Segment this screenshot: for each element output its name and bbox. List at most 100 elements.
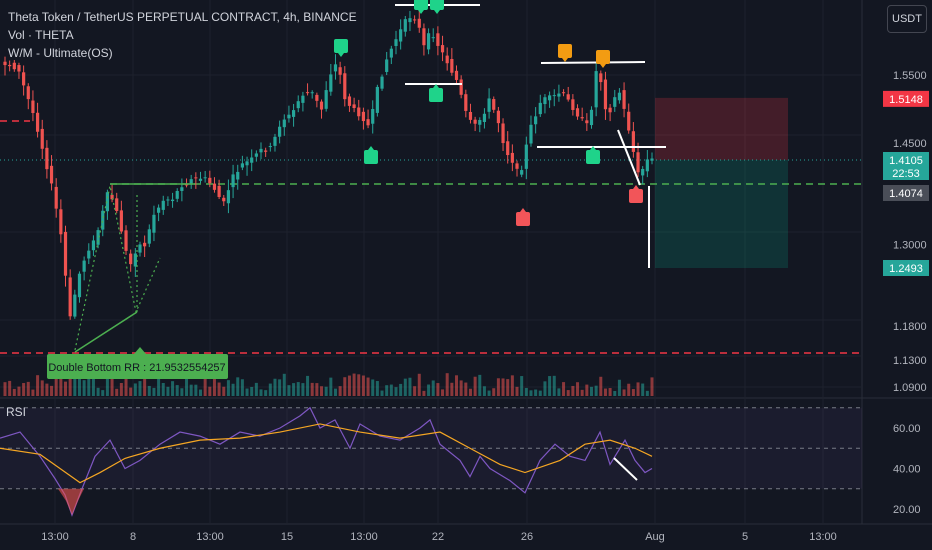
- volume-bar: [226, 380, 230, 396]
- volume-bar: [105, 374, 109, 396]
- volume-bar: [366, 377, 370, 396]
- time-tick-label: 13:00: [809, 531, 837, 543]
- chart-legend: Theta Token / TetherUS PERPETUAL CONTRAC…: [8, 8, 357, 62]
- candle-body: [436, 33, 440, 46]
- candle-body: [338, 67, 342, 75]
- volume-bar: [96, 387, 100, 396]
- candle-body: [645, 159, 649, 172]
- candle-body: [278, 126, 282, 137]
- volume-bar: [552, 375, 556, 396]
- volume-bar: [115, 388, 119, 396]
- volume-bar: [468, 388, 472, 396]
- position-target-zone: [655, 160, 788, 268]
- rsi-tick-label: 20.00: [893, 504, 921, 516]
- volume-bar: [543, 381, 547, 396]
- time-tick-label: 8: [130, 531, 136, 543]
- candle-body: [254, 153, 258, 157]
- volume-indicator-label[interactable]: Vol · THETA: [8, 28, 74, 42]
- candle-body: [175, 191, 179, 199]
- candle-body: [399, 29, 403, 42]
- candle-body: [180, 187, 184, 191]
- candle-body: [105, 192, 110, 212]
- candle-body: [492, 99, 496, 110]
- candle-body: [73, 294, 77, 317]
- volume-bar: [566, 390, 570, 396]
- volume-bar: [157, 373, 161, 396]
- volume-bar: [627, 383, 631, 396]
- volume-bar: [50, 385, 54, 396]
- candle-body: [385, 59, 389, 72]
- volume-bar: [222, 386, 226, 396]
- candle-body: [547, 95, 552, 101]
- volume-bar: [459, 380, 463, 396]
- candle-body: [194, 177, 198, 179]
- candle-body: [585, 120, 589, 124]
- volume-bar: [608, 388, 612, 396]
- volume-bar: [324, 386, 328, 396]
- volume-bar: [217, 382, 221, 396]
- candle-body: [445, 55, 449, 64]
- volume-bar: [268, 383, 272, 396]
- volume-bar: [501, 378, 505, 396]
- volume-bar: [594, 385, 598, 396]
- pivot-marker-green: [414, 0, 428, 10]
- candle-body: [301, 95, 305, 103]
- time-tick-label: Aug: [645, 531, 665, 543]
- volume-bar: [138, 381, 142, 396]
- currency-button[interactable]: USDT: [887, 5, 927, 33]
- candle-body: [268, 146, 272, 148]
- volume-bar: [589, 386, 593, 396]
- volume-bar: [557, 388, 561, 396]
- pattern-indicator-label[interactable]: W/M - Ultimate(OS): [8, 46, 113, 60]
- rsi-tick-label: 40.00: [893, 464, 921, 476]
- candle-body: [454, 70, 459, 80]
- candle-body: [459, 79, 463, 95]
- candle-body: [329, 74, 333, 92]
- pivot-pointer: [600, 64, 606, 68]
- volume-bar: [529, 390, 533, 396]
- candle-body: [417, 18, 421, 28]
- volume-bar: [338, 386, 342, 396]
- pivot-pointer: [338, 53, 344, 57]
- volume-bar: [77, 370, 81, 396]
- rsi-pane-label[interactable]: RSI: [6, 405, 27, 419]
- volume-bar: [347, 375, 351, 396]
- volume-bar: [455, 375, 459, 396]
- price-label-text: 1.4074: [889, 188, 923, 200]
- pivot-marker-green: [586, 150, 600, 164]
- candle-body: [198, 178, 203, 181]
- volume-bar: [473, 376, 477, 396]
- pivot-marker-orange: [596, 50, 610, 64]
- volume-bar: [91, 374, 95, 396]
- volume-bar: [352, 373, 356, 396]
- candle-body: [361, 111, 366, 122]
- structure-line: [540, 61, 646, 64]
- candle-body: [552, 95, 556, 97]
- candle-body: [222, 197, 226, 202]
- candle-body: [119, 210, 123, 232]
- volume-bar: [129, 387, 133, 396]
- candle-body: [352, 104, 356, 109]
- volume-bar: [198, 389, 202, 396]
- candle-body: [520, 170, 524, 175]
- symbol-title[interactable]: Theta Token / TetherUS PERPETUAL CONTRAC…: [8, 10, 357, 24]
- candle-body: [124, 230, 128, 251]
- candle-body: [68, 277, 72, 317]
- double-bottom-label: Double Bottom RR : 21.9532554257: [48, 362, 225, 374]
- pivot-pointer: [633, 185, 639, 189]
- price-tick-label: 1.1300: [893, 355, 927, 367]
- candle-body: [599, 73, 603, 83]
- volume-bar: [482, 386, 486, 396]
- candle-body: [143, 242, 147, 247]
- volume-bar: [306, 375, 310, 396]
- double-bottom-label-box: [47, 354, 228, 379]
- volume-bar: [259, 389, 263, 396]
- price-tick-label: 1.3000: [893, 240, 927, 252]
- volume-bar: [380, 390, 384, 396]
- volume-bar: [427, 384, 431, 396]
- volume-bar: [301, 383, 305, 396]
- price-tick-label: 1.1800: [893, 321, 927, 333]
- pattern-dotted-path: [74, 185, 161, 351]
- double-bottom-pattern: Double Bottom RR : 21.9532554257: [47, 183, 228, 379]
